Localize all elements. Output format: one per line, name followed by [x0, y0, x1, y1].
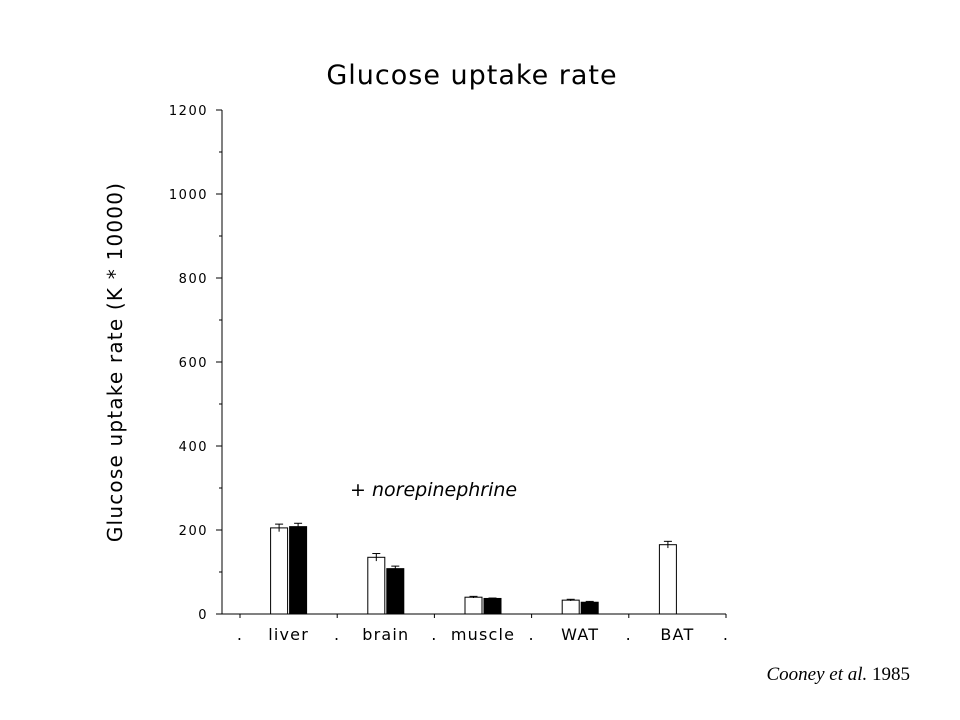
bar-brain-open	[367, 556, 386, 615]
x-separator-dot: .	[334, 625, 340, 644]
x-tick-label-brain: brain	[362, 625, 409, 644]
y-tick-label: 0	[198, 608, 208, 623]
citation: Cooney et al. 1985	[766, 664, 910, 686]
bar-liver-open	[270, 527, 289, 615]
bar-brain-filled	[386, 568, 405, 615]
x-tick-label-BAT: BAT	[660, 625, 694, 644]
bar-WAT-filled	[580, 601, 599, 615]
x-tick-label-muscle: muscle	[451, 625, 515, 644]
x-tick-labels: liver brain muscle WAT BAT......	[237, 625, 729, 644]
bar-liver-filled	[289, 526, 308, 615]
x-separator-dot: .	[723, 625, 729, 644]
citation-author: Cooney et al.	[766, 664, 868, 685]
x-separator-dot: .	[528, 625, 534, 644]
x-separator-dot: .	[431, 625, 437, 644]
y-tick-label: 400	[179, 440, 208, 455]
annotation-norepinephrine: + norepinephrine	[350, 479, 517, 501]
chart-title: Glucose uptake rate	[326, 60, 617, 91]
bars	[270, 522, 677, 615]
y-tick-label: 1200	[169, 104, 208, 119]
x-tick-label-WAT: WAT	[561, 625, 599, 644]
x-tick-label-liver: liver	[268, 625, 309, 644]
x-separator-dot: .	[626, 625, 632, 644]
y-tick-label: 800	[179, 272, 208, 287]
x-separator-dot: .	[237, 625, 243, 644]
axes: 0 200 400 600 800 1000 1200	[169, 104, 727, 623]
citation-year: 1985	[872, 664, 910, 685]
y-tick-label: 1000	[169, 188, 208, 203]
bar-BAT-open	[658, 544, 677, 615]
bar-muscle-open	[464, 596, 483, 615]
bar-WAT-open	[561, 599, 580, 615]
bar-muscle-filled	[483, 597, 502, 615]
y-tick-label: 200	[179, 524, 208, 539]
y-tick-label: 600	[179, 356, 208, 371]
y-axis-label: Glucose uptake rate (K * 10000)	[103, 182, 127, 542]
